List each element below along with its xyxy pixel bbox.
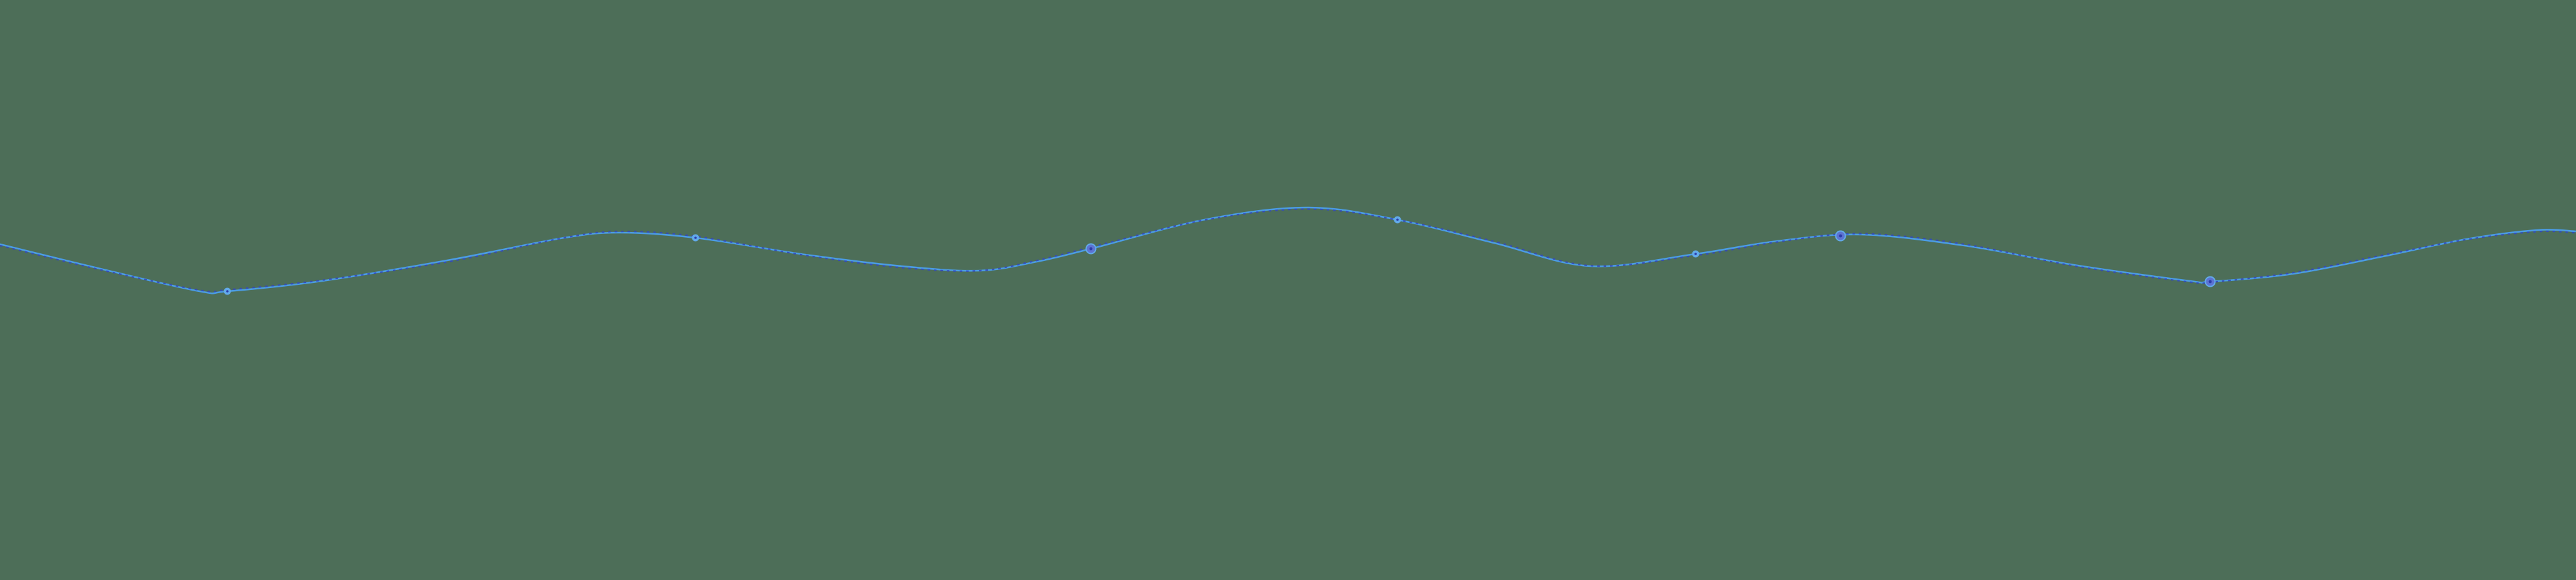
solid-line-series: [0, 206, 2576, 295]
marker-core: [694, 237, 697, 239]
marker-core: [1839, 234, 1842, 238]
marker-core: [1089, 247, 1093, 251]
data-point-marker: [692, 234, 699, 242]
dashed-line-path: [0, 208, 2576, 293]
marker-core: [1396, 218, 1399, 221]
dashed-line-series: [0, 208, 2576, 293]
marker-core: [226, 290, 229, 293]
marker-core: [1694, 253, 1697, 255]
data-point-marker: [223, 287, 231, 295]
solid-line-path: [0, 206, 2576, 295]
data-point-marker: [1835, 230, 1846, 242]
data-point-marker: [1692, 250, 1700, 258]
data-point-marker: [1085, 243, 1097, 255]
data-point-markers: [223, 216, 2216, 295]
data-point-marker: [1394, 216, 1401, 224]
marker-core: [2208, 280, 2212, 284]
data-point-marker: [2204, 276, 2216, 287]
